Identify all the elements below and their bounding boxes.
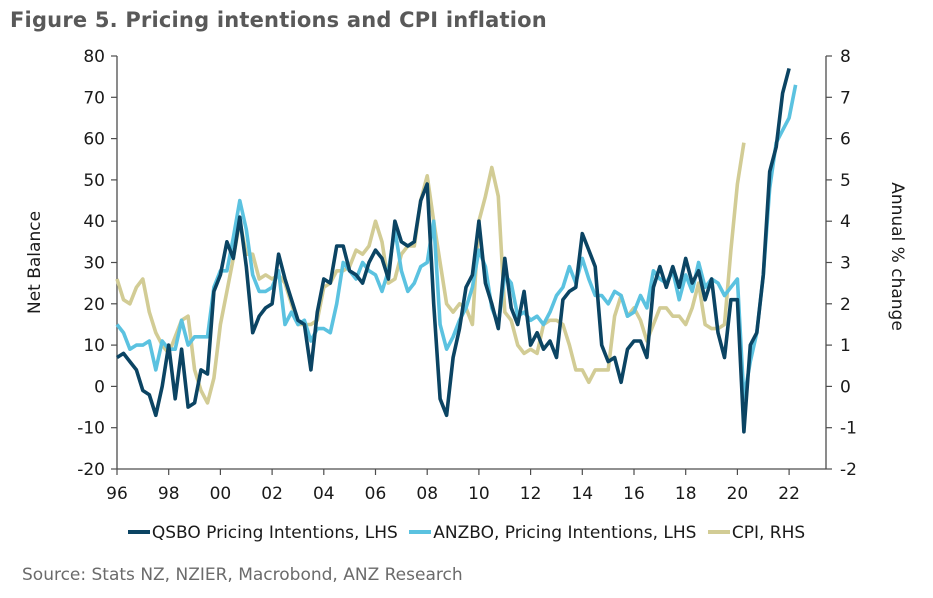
x-tick-label: 22 — [778, 484, 800, 504]
x-tick-label: 98 — [158, 484, 180, 504]
x-tick-label: 14 — [571, 484, 593, 504]
left-y-tick-label: 40 — [83, 212, 105, 232]
right-y-tick-label: 8 — [840, 47, 851, 67]
legend-label-qsbo: QSBO Pricing Intentions, LHS — [151, 523, 398, 543]
source-note: Source: Stats NZ, NZIER, Macrobond, ANZ … — [22, 565, 463, 585]
x-tick-label: 10 — [468, 484, 490, 504]
left-y-tick-label: 80 — [83, 47, 105, 67]
left-y-tick-label: 30 — [83, 254, 105, 274]
legend-label-anzbo: ANZBO, Pricing Intentions, LHS — [433, 523, 697, 543]
left-y-tick-label: 60 — [83, 130, 105, 150]
left-y-tick-label: -20 — [77, 460, 105, 480]
right-y-tick-label: 1 — [840, 336, 851, 356]
legend-swatch-anzbo — [409, 530, 432, 534]
x-tick-label: 16 — [623, 484, 645, 504]
right-y-tick-label: -1 — [840, 419, 857, 439]
series-qsbo-line — [116, 67, 791, 434]
x-tick-label: 04 — [313, 484, 335, 504]
x-tick-label: 96 — [106, 484, 128, 504]
x-tick-label: 20 — [727, 484, 749, 504]
right-y-tick-label: 6 — [840, 130, 851, 150]
x-tick-label: 02 — [261, 484, 283, 504]
right-y-tick-label: 4 — [840, 212, 851, 232]
right-y-tick-label: 7 — [840, 88, 851, 108]
series-lines — [115, 67, 798, 434]
left-y-tick-label: -10 — [77, 419, 105, 439]
x-tick-label: 18 — [675, 484, 697, 504]
series-cpi-line — [115, 142, 746, 405]
left-y-tick-label: 10 — [83, 336, 105, 356]
legend-item-anzbo: ANZBO, Pricing Intentions, LHS — [409, 523, 696, 543]
legend: QSBO Pricing Intentions, LHS ANZBO, Pric… — [0, 523, 933, 543]
legend-item-qsbo: QSBO Pricing Intentions, LHS — [127, 523, 398, 543]
x-tick-label: 08 — [416, 484, 438, 504]
legend-swatch-cpi — [707, 530, 730, 534]
right-y-ticks: -2 -1 0 1 2 3 4 5 6 7 8 — [826, 47, 857, 480]
x-tick-label: 12 — [520, 484, 542, 504]
legend-item-cpi: CPI, RHS — [707, 523, 806, 543]
right-y-tick-label: -2 — [840, 460, 857, 480]
legend-swatch-qsbo — [127, 530, 150, 534]
right-y-tick-label: 5 — [840, 171, 851, 191]
right-y-tick-label: 0 — [840, 377, 851, 397]
left-y-ticks: -20 -10 0 10 20 30 40 50 60 70 80 — [77, 47, 117, 480]
x-tick-label: 06 — [365, 484, 387, 504]
x-tick-label: 00 — [210, 484, 232, 504]
left-y-tick-label: 20 — [83, 295, 105, 315]
y-axis-title-right: Annual % change — [887, 182, 907, 331]
legend-label-cpi: CPI, RHS — [731, 523, 806, 543]
figure-title: Figure 5. Pricing intentions and CPI inf… — [10, 8, 547, 32]
left-y-tick-label: 0 — [94, 377, 105, 397]
y-axis-title-left: Net Balance — [25, 211, 45, 314]
right-y-tick-label: 2 — [840, 295, 851, 315]
right-y-tick-label: 3 — [840, 254, 851, 274]
left-y-tick-label: 70 — [83, 88, 105, 108]
left-y-tick-label: 50 — [83, 171, 105, 191]
x-ticks: 96 98 00 02 04 06 08 10 12 14 16 18 20 22 — [106, 469, 800, 504]
